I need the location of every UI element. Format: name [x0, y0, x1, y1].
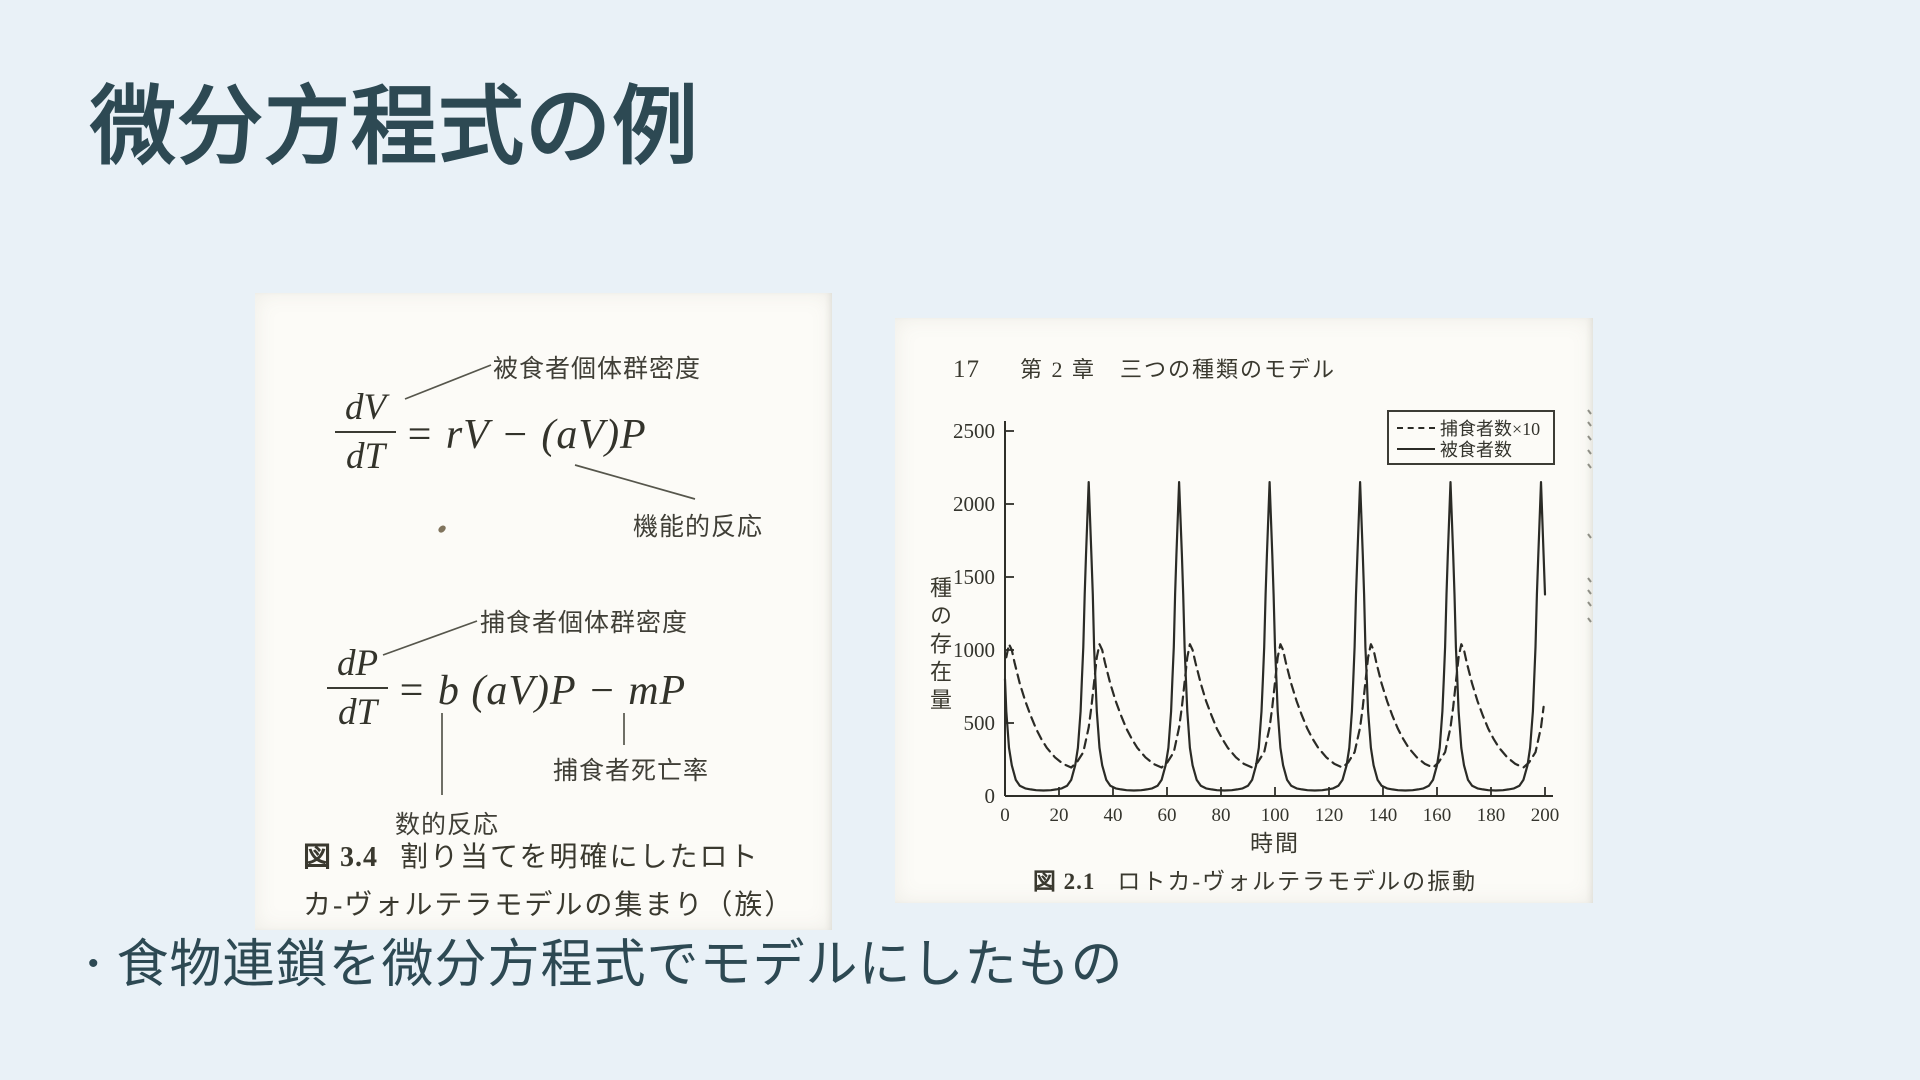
predator-equation-fraction: dP dT [327, 643, 389, 731]
svg-text:20: 20 [1050, 805, 1069, 826]
label-predator-density: 捕食者個体群密度 [480, 610, 689, 637]
svg-text:140: 140 [1369, 805, 1398, 826]
svg-text:80: 80 [1212, 805, 1231, 826]
bullet-item: • 食物連鎖を微分方程式でモデルにしたもの [88, 934, 1124, 996]
figure-chart: 17 第 2 章 三つの種類のモデル 0 500 1000 1500 2000 2500 0… [895, 318, 1593, 903]
annotation-connector-lines [382, 364, 696, 795]
prey-equation-numerator: dV [345, 387, 387, 428]
prey-equation-denominator: dT [335, 431, 397, 475]
lv-chart: 0 500 1000 1500 2000 2500 0 20 40 60 80 100 120 140 16… [895, 318, 1593, 903]
chart-legend: 捕食者数×10 被食者数 [1387, 410, 1555, 465]
label-predator-mortality: 捕食者死亡率 [553, 758, 710, 785]
figure-2-1-label: 図 2.1 [1032, 869, 1096, 894]
bullet-marker: • [88, 947, 99, 980]
figure-3-4-label: 図 3.4 [303, 842, 379, 873]
slide-title: 微分方程式の例 [90, 79, 699, 175]
lv-chart-svg: 0 500 1000 1500 2000 2500 0 20 40 60 80 100 120 140 16… [953, 409, 1592, 826]
legend-item-predator: 捕食者数×10 [1397, 417, 1545, 439]
legend-item-prey: 被食者数 [1397, 438, 1545, 460]
prey-equation-fraction: dV dT [335, 387, 397, 475]
svg-text:40: 40 [1104, 805, 1123, 826]
svg-text:180: 180 [1477, 805, 1506, 826]
svg-text:160: 160 [1423, 805, 1452, 826]
figure-2-1-caption-text: ロトカ-ヴォルテラモデルの振動 [1117, 869, 1478, 894]
svg-text:2000: 2000 [953, 492, 995, 516]
bullet-text: 食物連鎖を微分方程式でモデルにしたもの [116, 936, 1124, 994]
svg-text:500: 500 [964, 711, 996, 735]
page-number: 17 [953, 356, 980, 383]
y-axis-label: 種の存在量 [927, 576, 952, 716]
x-axis-label: 時間 [1250, 831, 1300, 856]
svg-text:0: 0 [1000, 805, 1010, 826]
figure-3-4-caption-text1: 割り当てを明確にしたロト [400, 842, 760, 873]
book-page-header: 17 第 2 章 三つの種類のモデル [953, 352, 1336, 384]
svg-text:2500: 2500 [953, 419, 995, 443]
legend-label-predator: 捕食者数×10 [1440, 418, 1541, 439]
figure-equations: 被食者個体群密度 機能的反応 捕食者個体群密度 捕食者死亡率 数的反応 dV d… [255, 293, 832, 930]
figure-3-4-caption-line1: 図 3.4 割り当てを明確にしたロト [303, 835, 759, 875]
svg-text:200: 200 [1531, 805, 1560, 826]
solid-line-swatch [1397, 447, 1435, 450]
svg-text:100: 100 [1261, 805, 1290, 826]
svg-text:120: 120 [1315, 805, 1344, 826]
svg-text:1500: 1500 [953, 565, 995, 589]
chapter-title: 第 2 章 三つの種類のモデル [1020, 357, 1337, 382]
figure-2-1-caption: 図 2.1 ロトカ-ヴォルテラモデルの振動 [975, 862, 1535, 896]
svg-text:60: 60 [1158, 805, 1177, 826]
svg-text:0: 0 [985, 784, 996, 808]
prey-equation-rhs: = rV − (aV)P [405, 412, 647, 458]
label-prey-density: 被食者個体群密度 [493, 356, 702, 383]
legend-label-prey: 被食者数 [1440, 439, 1512, 460]
label-functional-response: 機能的反応 [633, 514, 764, 541]
predator-equation-rhs: = b (aV)P − mP [397, 668, 687, 714]
predator-equation-numerator: dP [337, 643, 379, 684]
label-numerical-response: 数的反応 [395, 812, 500, 839]
predator-equation-denominator: dT [327, 687, 389, 731]
svg-text:1000: 1000 [953, 638, 995, 662]
figure-3-4-caption-line2: カ-ヴォルテラモデルの集まり（族） [303, 890, 795, 921]
dashed-line-swatch [1397, 426, 1435, 429]
